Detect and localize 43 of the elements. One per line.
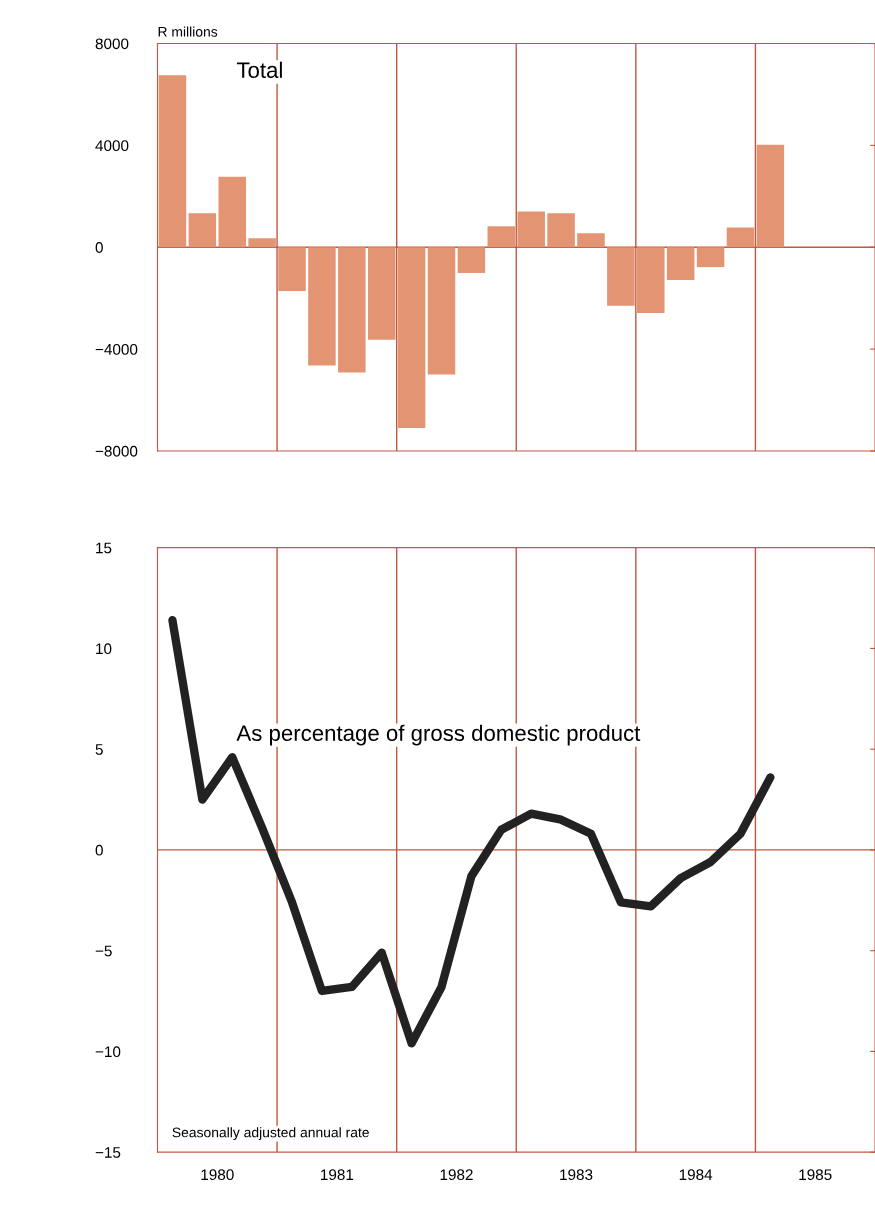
bar bbox=[607, 247, 635, 306]
bar bbox=[248, 238, 276, 248]
bar bbox=[188, 213, 217, 248]
y-tick-label: 4000 bbox=[95, 140, 129, 152]
y-tick-label: 10 bbox=[96, 643, 112, 655]
y-tick-label: 8000 bbox=[95, 38, 129, 50]
bar bbox=[367, 247, 396, 340]
bar bbox=[457, 247, 486, 273]
bar bbox=[427, 247, 456, 375]
bar bbox=[338, 247, 366, 373]
y-tick-label: 5 bbox=[95, 744, 103, 755]
bar bbox=[158, 75, 187, 248]
bar bbox=[218, 176, 246, 248]
bar bbox=[487, 226, 516, 248]
bar bbox=[397, 247, 426, 429]
y-tick-label: 15 bbox=[96, 542, 112, 554]
x-tick-label: 1981 bbox=[321, 1169, 354, 1181]
bar bbox=[308, 247, 336, 366]
bar bbox=[278, 247, 306, 292]
bar bbox=[547, 213, 575, 248]
x-tick-label: 1980 bbox=[201, 1169, 234, 1181]
bar bbox=[726, 227, 755, 248]
bar bbox=[756, 144, 785, 248]
annotation: Total bbox=[236, 61, 282, 79]
y-tick-label: −15 bbox=[95, 1147, 121, 1158]
y-tick-label: −4000 bbox=[95, 343, 138, 355]
bar bbox=[696, 247, 725, 268]
x-tick-label: 1985 bbox=[799, 1169, 832, 1181]
x-tick-label: 1984 bbox=[679, 1169, 713, 1181]
x-tick-label: 1982 bbox=[440, 1169, 473, 1181]
x-tick-label: 1983 bbox=[560, 1169, 593, 1181]
y-tick-label: −10 bbox=[95, 1046, 121, 1058]
bar bbox=[517, 211, 545, 248]
bar bbox=[637, 247, 665, 313]
y-tick-label: 0 bbox=[95, 844, 103, 856]
bar bbox=[666, 247, 695, 281]
y-tick-label: −5 bbox=[95, 945, 112, 957]
y-tick-label: 0 bbox=[95, 242, 103, 253]
y-axis-title: R millions bbox=[158, 26, 218, 37]
bar bbox=[577, 233, 605, 248]
y-tick-label: −8000 bbox=[95, 445, 138, 457]
annotation: Seasonally adjusted annual rate bbox=[172, 1127, 369, 1141]
annotation: As percentage of gross domestic product bbox=[236, 724, 641, 746]
